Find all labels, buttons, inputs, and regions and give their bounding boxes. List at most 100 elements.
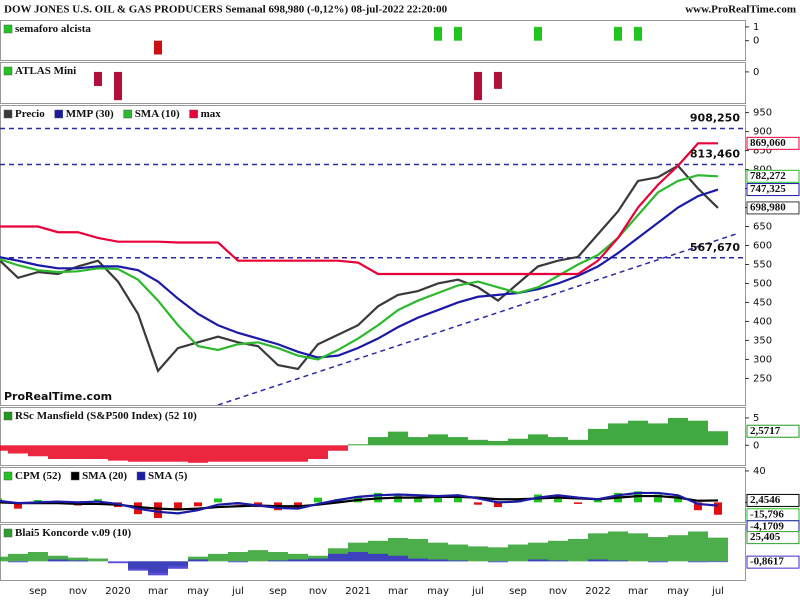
y-tick-label: 0 [753, 440, 759, 451]
area-segment [608, 560, 628, 562]
last-value-box [746, 531, 800, 545]
y-tick-label: 900 [753, 127, 772, 138]
area-segment [288, 445, 308, 462]
bar [654, 494, 662, 503]
bar [214, 498, 222, 503]
x-tick-label: may [427, 586, 449, 597]
bar [574, 502, 582, 504]
x-tick-label: 2022 [585, 586, 610, 597]
bar [434, 26, 442, 41]
bar [114, 71, 122, 101]
y-tick-label: 1 [753, 22, 759, 33]
bar [314, 497, 322, 503]
last-value-label: 782,272 [750, 170, 786, 182]
last-value-label: 2,4546 [750, 494, 781, 506]
bar [614, 26, 622, 41]
last-value-label: 698,980 [750, 201, 786, 213]
area-segment [548, 560, 568, 562]
area-segment [408, 437, 428, 446]
area-segment [428, 559, 448, 562]
legend-swatch [3, 528, 13, 538]
area-segment [688, 561, 708, 563]
bar [94, 71, 102, 87]
last-value-box [746, 555, 800, 569]
legend-swatch [3, 411, 13, 421]
x-tick-label: jul [231, 586, 244, 597]
area-segment [648, 537, 668, 562]
area-segment [208, 445, 228, 462]
legend-label: SMA (5) [148, 470, 188, 482]
legend-swatch [70, 471, 80, 481]
bar [14, 502, 22, 509]
area-segment [528, 559, 548, 562]
legend-swatch [3, 109, 13, 119]
area-segment [608, 423, 628, 446]
legend-label: SMA (20) [82, 470, 127, 482]
bar [694, 502, 702, 511]
area-segment [268, 560, 288, 562]
legend-label: Blai5 Koncorde v.09 (10) [15, 527, 131, 539]
area-segment [88, 445, 108, 459]
plot-area [0, 417, 728, 463]
chart-title: DOW JONES U.S. OIL & GAS PRODUCERS Seman… [4, 4, 448, 16]
area-segment [388, 555, 408, 562]
legend-label: Precio [15, 108, 45, 120]
area-segment [548, 437, 568, 446]
level-label: 567,670 [690, 241, 740, 254]
last-value-box [746, 169, 800, 183]
legend-swatch [123, 109, 132, 119]
line [0, 142, 718, 276]
x-tick-label: 2020 [105, 586, 130, 597]
legend-label: CPM (52) [15, 470, 61, 482]
y-tick-label: 650 [753, 222, 772, 233]
area-segment [68, 445, 88, 459]
area-segment [228, 552, 248, 562]
y-tick-label: 350 [753, 335, 772, 346]
area-segment [0, 556, 8, 562]
area-segment [588, 428, 608, 446]
bar [534, 26, 542, 41]
legend-swatch [3, 24, 13, 34]
area-segment [708, 561, 728, 563]
area-segment [268, 445, 288, 462]
last-value-label: -4,1709 [750, 520, 784, 532]
line [0, 164, 719, 373]
area-segment [108, 561, 128, 564]
area-segment [48, 559, 68, 562]
y-tick-label: 850 [753, 146, 772, 157]
area-segment [48, 555, 68, 562]
last-value-label: 2,5717 [750, 425, 781, 437]
area-segment [68, 557, 88, 562]
y-tick-label: 500 [753, 278, 772, 289]
area-segment [708, 537, 728, 562]
area-segment [508, 544, 528, 562]
area-segment [448, 544, 468, 562]
bar [714, 502, 722, 515]
line [0, 491, 719, 515]
y-tick-label: 250 [753, 373, 772, 384]
line [0, 188, 719, 359]
bar [554, 496, 562, 503]
area-segment [228, 445, 248, 462]
plot-area [94, 71, 502, 101]
area-segment [288, 559, 308, 562]
y-tick-label: 400 [753, 316, 772, 327]
bar [494, 502, 502, 508]
panel-frame [0, 20, 746, 61]
last-value-box [746, 136, 800, 150]
x-tick-label: may [187, 586, 209, 597]
area-segment [48, 445, 68, 459]
last-value-box [746, 493, 800, 507]
legend-label: max [201, 108, 222, 120]
legend-swatch [136, 471, 146, 481]
y-tick-label: 5 [753, 413, 759, 424]
bar [674, 496, 682, 503]
area-segment [168, 445, 188, 462]
legend-label: SMA (10) [135, 108, 180, 120]
area-segment [508, 438, 528, 446]
area-segment [428, 434, 448, 446]
area-segment [28, 445, 48, 457]
area-segment [448, 560, 468, 562]
area-segment [8, 445, 28, 454]
